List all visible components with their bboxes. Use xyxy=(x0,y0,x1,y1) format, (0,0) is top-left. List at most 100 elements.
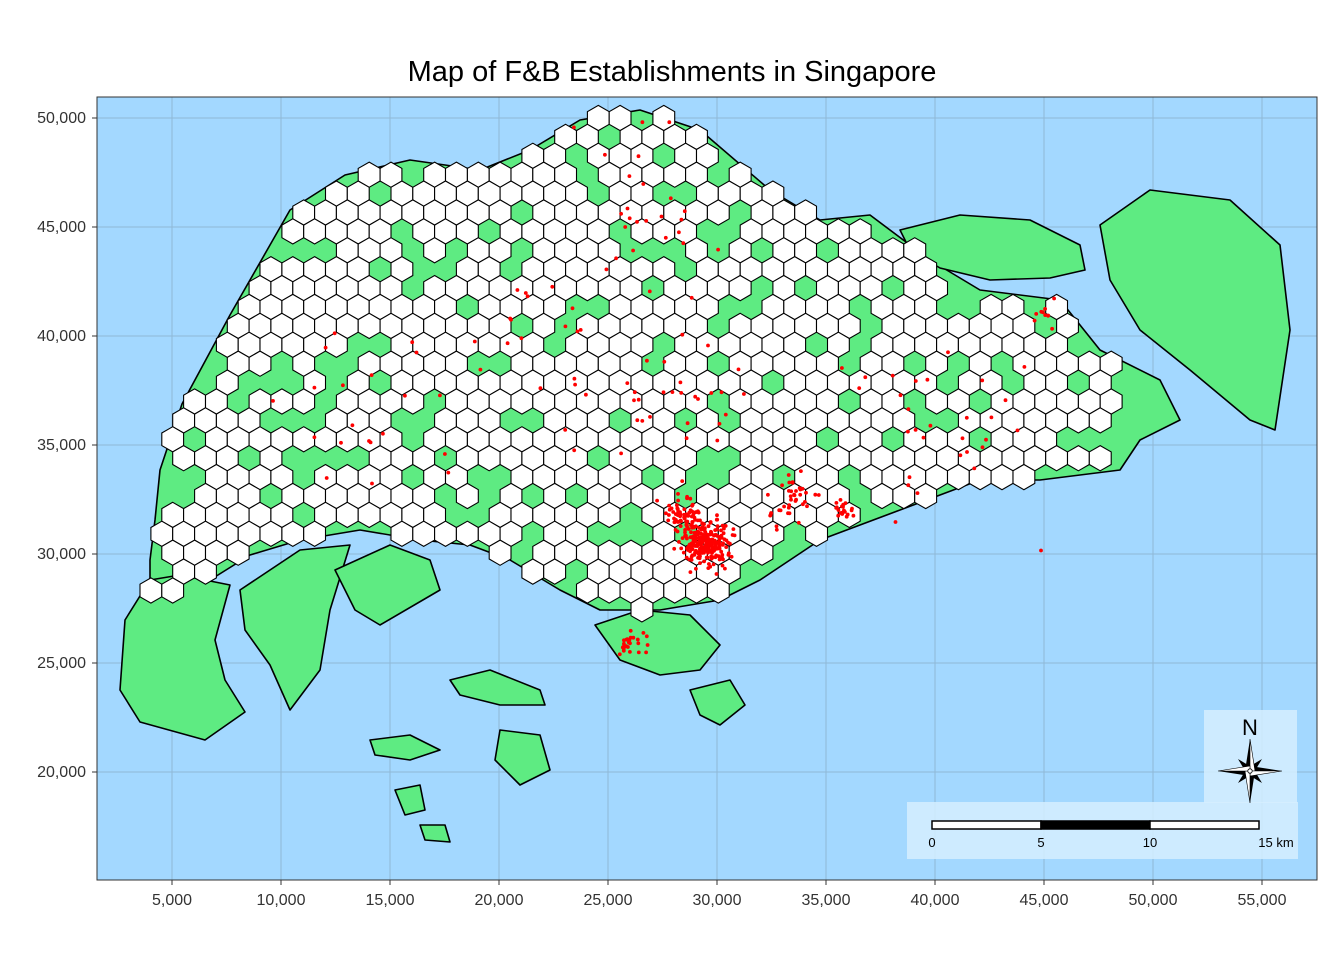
establishment-point xyxy=(984,437,988,442)
establishment-point xyxy=(906,483,911,488)
establishment-point xyxy=(584,392,588,397)
establishment-point xyxy=(715,527,719,532)
establishment-point xyxy=(675,503,679,508)
establishment-point xyxy=(443,452,447,456)
establishment-point xyxy=(708,520,713,525)
hexagon-cell xyxy=(455,482,479,510)
establishment-point xyxy=(813,492,818,497)
establishment-point xyxy=(563,324,568,329)
establishment-point xyxy=(370,481,374,486)
establishment-point xyxy=(972,466,977,471)
establishment-point xyxy=(964,415,969,420)
land-jurong-island-east xyxy=(334,544,441,626)
establishment-point xyxy=(836,513,841,518)
establishment-point xyxy=(636,154,641,159)
establishment-point xyxy=(691,537,696,542)
establishment-point xyxy=(1015,428,1020,433)
scale-label-10: 10 xyxy=(1143,835,1157,850)
establishment-point xyxy=(519,336,524,341)
establishment-point xyxy=(796,520,801,525)
establishment-point xyxy=(1039,309,1044,314)
x-tick-label: 35,000 xyxy=(802,892,851,909)
establishment-point xyxy=(1043,307,1047,311)
establishment-point xyxy=(721,531,726,536)
establishment-point xyxy=(787,480,792,485)
establishment-point xyxy=(341,383,345,388)
establishment-point xyxy=(648,415,652,419)
establishment-point xyxy=(635,220,639,224)
establishment-point xyxy=(716,247,720,252)
hexagon-cell xyxy=(706,577,730,604)
hexagon-cell xyxy=(335,426,359,453)
establishment-point xyxy=(816,493,821,497)
establishment-point xyxy=(1032,318,1037,323)
hexagon-cell xyxy=(194,558,217,585)
hexagon-cell xyxy=(706,199,730,226)
establishment-point xyxy=(792,493,797,497)
establishment-point xyxy=(664,511,668,516)
establishment-point xyxy=(676,498,680,503)
establishment-point xyxy=(696,397,700,401)
establishment-point xyxy=(619,211,623,216)
establishment-point xyxy=(662,359,667,364)
establishment-point xyxy=(715,524,720,529)
establishment-point xyxy=(688,496,693,501)
establishment-point xyxy=(446,470,451,475)
establishment-point xyxy=(683,530,687,535)
establishment-point xyxy=(647,289,652,294)
establishment-point xyxy=(695,541,700,546)
establishment-point xyxy=(851,513,856,518)
establishment-point xyxy=(913,379,918,383)
establishment-point xyxy=(679,391,684,395)
establishment-point xyxy=(403,393,407,398)
establishment-point xyxy=(693,518,697,522)
establishment-point xyxy=(840,512,845,516)
establishment-point xyxy=(690,524,695,528)
establishment-point xyxy=(640,419,645,423)
establishment-point xyxy=(714,553,719,558)
establishment-point xyxy=(624,637,629,642)
establishment-point xyxy=(700,521,705,526)
land-tuas xyxy=(119,574,246,741)
scale-bar-segment-3 xyxy=(1149,820,1260,830)
y-axis: 20,000 25,000 30,000 35,000 40,000 45,000 50,0… xyxy=(37,110,97,781)
establishment-point xyxy=(712,549,716,553)
establishment-point xyxy=(804,490,808,495)
x-tick-label: 40,000 xyxy=(911,892,960,909)
establishment-point xyxy=(685,421,690,426)
land-southern-island-5 xyxy=(419,824,451,843)
establishment-point xyxy=(332,331,337,336)
establishment-point xyxy=(617,652,622,657)
establishment-point xyxy=(684,555,689,560)
establishment-point xyxy=(840,504,844,509)
establishment-point xyxy=(723,412,728,417)
establishment-point xyxy=(678,380,683,385)
hexagon-cell xyxy=(226,539,250,566)
establishment-point xyxy=(685,546,689,551)
land-pulau-tekong xyxy=(1099,189,1291,431)
establishment-point xyxy=(794,497,798,502)
establishment-point xyxy=(1043,313,1048,317)
establishment-point xyxy=(525,294,530,299)
establishment-point xyxy=(700,532,705,537)
establishment-point xyxy=(675,507,680,512)
hexagon-cell xyxy=(139,577,163,604)
establishment-point xyxy=(671,510,676,514)
establishment-point xyxy=(715,534,720,538)
establishment-point xyxy=(836,508,841,512)
hexagon-cell xyxy=(728,274,752,302)
establishment-point xyxy=(803,500,807,504)
establishment-point xyxy=(472,339,477,344)
establishment-point xyxy=(676,492,680,496)
establishment-point xyxy=(368,440,373,445)
establishment-point xyxy=(789,497,793,502)
establishment-point xyxy=(838,498,843,502)
hexagon-cell xyxy=(1066,407,1090,434)
hexagon-cell xyxy=(575,577,599,604)
compass-rose-icon xyxy=(1217,738,1283,804)
hexagon-cell xyxy=(281,218,305,245)
establishment-point xyxy=(805,504,809,509)
establishment-point xyxy=(684,512,689,517)
hexagon-cell xyxy=(597,577,621,604)
